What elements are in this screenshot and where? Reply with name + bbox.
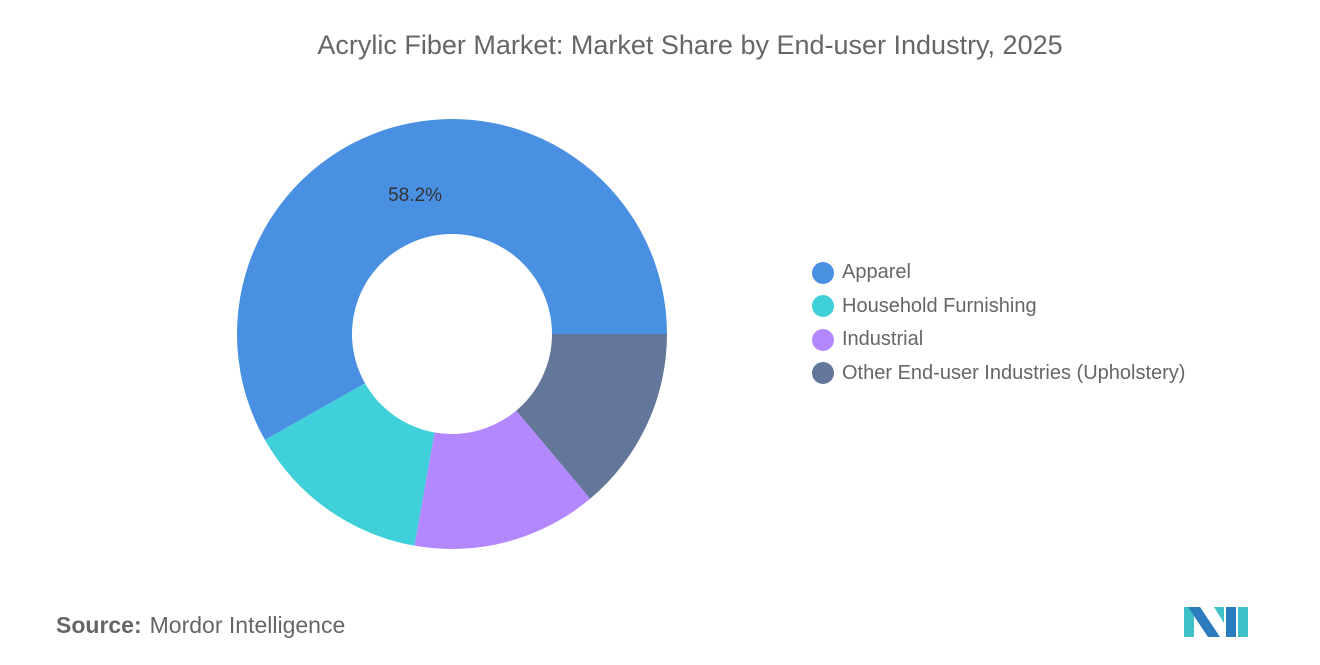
legend-label: Other End-user Industries (Upholstery) [842,361,1186,384]
donut-chart: 58.2% [237,119,667,549]
source-label: Source: [56,612,142,638]
slice-industrial[interactable] [414,410,591,549]
chart-title: Acrylic Fiber Market: Market Share by En… [317,30,1063,60]
legend-marker-icon [812,362,834,385]
legend-marker-icon [812,295,834,318]
legend-item-household-furnishing[interactable]: Household Furnishing [812,290,1185,324]
legend-item-apparel[interactable]: Apparel [812,256,1185,290]
legend: Apparel Household Furnishing Industrial … [812,256,1185,390]
source-note: Source: Mordor Intelligence [56,612,345,639]
source-value: Mordor Intelligence [149,612,346,638]
data-label: 58.2% [388,185,442,206]
legend-label: Industrial [842,328,924,351]
slice-household-furnishing[interactable] [264,383,435,546]
legend-marker-icon [812,261,834,284]
legend-label: Household Furnishing [842,294,1037,317]
legend-label: Apparel [842,261,911,284]
legend-item-industrial[interactable]: Industrial [812,323,1185,357]
legend-marker-icon [812,328,834,351]
slice-other-end-user-industries-upholstery[interactable] [516,334,667,499]
legend-item-other[interactable]: Other End-user Industries (Upholstery) [812,357,1185,391]
mordor-intelligence-logo-icon [1184,607,1248,637]
slice-apparel[interactable] [237,119,667,440]
